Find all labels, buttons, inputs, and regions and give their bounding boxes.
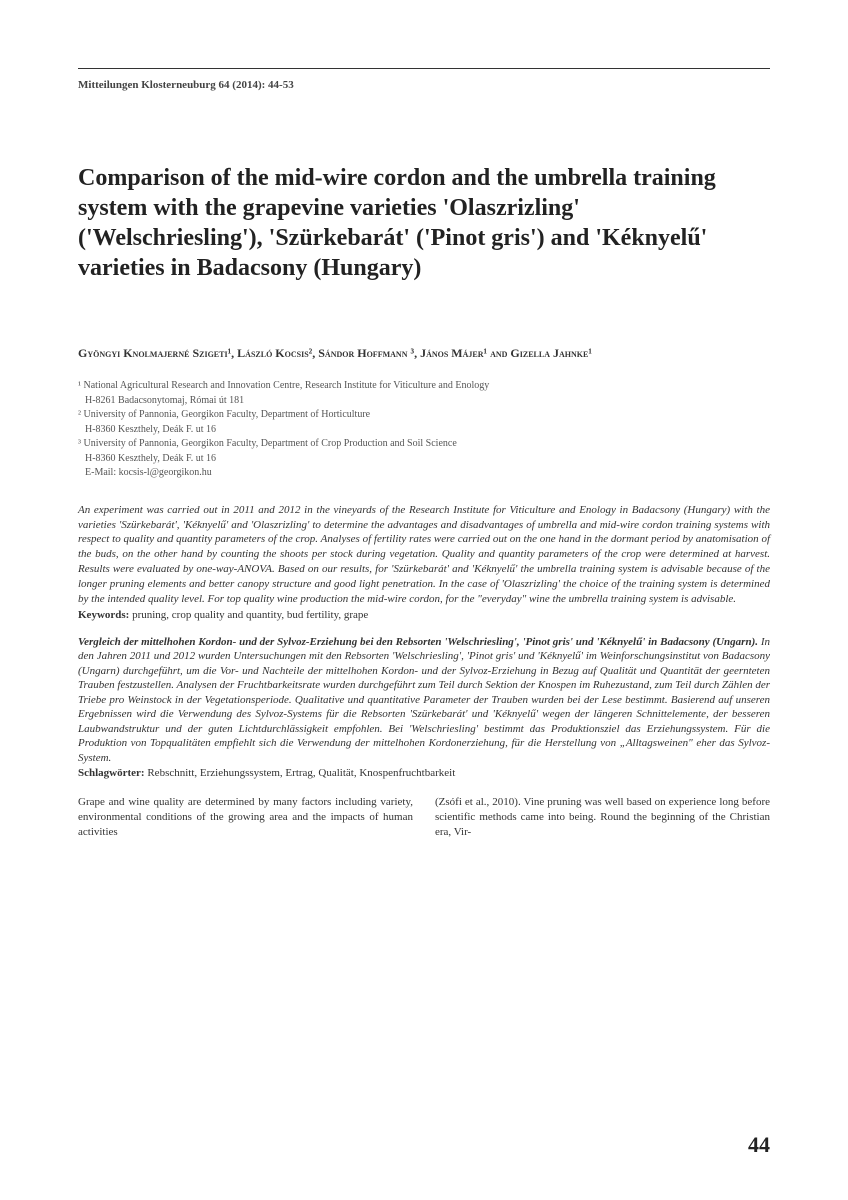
abstract-german: Vergleich der mittelhohen Kordon- und de… bbox=[78, 635, 770, 766]
affiliation-2: ² University of Pannonia, Georgikon Facu… bbox=[78, 408, 770, 423]
authors: Gyöngyi Knolmajerné Szigeti¹, László Koc… bbox=[78, 345, 770, 361]
schlagworter-text: Rebschnitt, Erziehungssystem, Ertrag, Qu… bbox=[147, 767, 455, 779]
affiliation-2-address: H-8360 Keszthely, Deák F. ut 16 bbox=[78, 423, 770, 438]
affiliation-3-address: H-8360 Keszthely, Deák F. ut 16 bbox=[78, 452, 770, 467]
journal-header: Mitteilungen Klosterneuburg 64 (2014): 4… bbox=[78, 79, 770, 91]
affiliation-3: ³ University of Pannonia, Georgikon Facu… bbox=[78, 437, 770, 452]
abstract-german-body: In den Jahren 2011 und 2012 wurden Unter… bbox=[78, 636, 770, 764]
keywords-text: pruning, crop quality and quantity, bud … bbox=[132, 609, 368, 621]
keywords-label: Keywords: bbox=[78, 609, 129, 621]
keywords-english: Keywords: pruning, crop quality and quan… bbox=[78, 609, 770, 621]
affiliation-1: ¹ National Agricultural Research and Inn… bbox=[78, 379, 770, 394]
body-text: Grape and wine quality are determined by… bbox=[78, 795, 770, 840]
corresponding-email: E-Mail: kocsis-l@georgikon.hu bbox=[78, 466, 770, 481]
abstract-english: An experiment was carried out in 2011 an… bbox=[78, 503, 770, 607]
page-number: 44 bbox=[748, 1132, 770, 1158]
affiliation-1-address: H-8261 Badacsonytomaj, Római út 181 bbox=[78, 394, 770, 409]
body-column-right: (Zsófi et al., 2010). Vine pruning was w… bbox=[435, 795, 770, 840]
schlagworter-label: Schlagwörter: bbox=[78, 767, 145, 779]
article-title: Comparison of the mid-wire cordon and th… bbox=[78, 163, 770, 283]
body-column-left: Grape and wine quality are determined by… bbox=[78, 795, 413, 840]
keywords-german: Schlagwörter: Rebschnitt, Erziehungssyst… bbox=[78, 767, 770, 779]
affiliations: ¹ National Agricultural Research and Inn… bbox=[78, 379, 770, 481]
abstract-german-title: Vergleich der mittelhohen Kordon- und de… bbox=[78, 636, 758, 648]
top-rule bbox=[78, 68, 770, 69]
